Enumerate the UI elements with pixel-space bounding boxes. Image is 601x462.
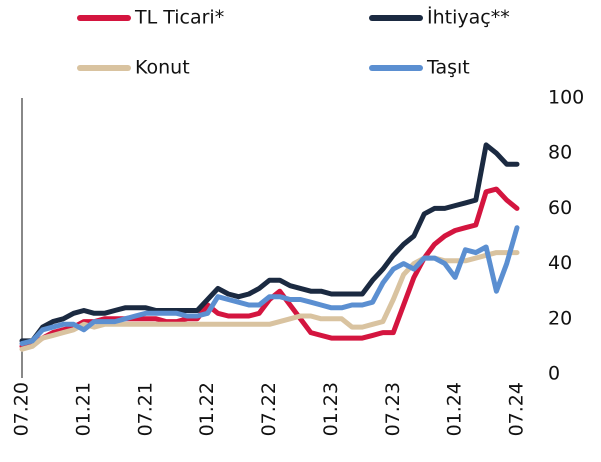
x-tick-label: 07.21 <box>134 382 156 436</box>
x-tick-label: 07.24 <box>506 382 528 436</box>
y-tick-label: 60 <box>548 197 572 219</box>
series-line <box>19 142 520 344</box>
y-tick-label: 0 <box>548 363 560 385</box>
legend-label: TL Ticari* <box>134 7 224 29</box>
y-tick-label: 40 <box>548 252 572 274</box>
x-tick-label: 01.22 <box>196 382 218 436</box>
legend-label: Konut <box>135 57 190 79</box>
y-tick-label: 20 <box>548 307 572 329</box>
x-tick-label: 07.20 <box>11 382 33 436</box>
x-tick-label: 07.22 <box>258 382 280 436</box>
x-tick-label: 01.24 <box>444 382 466 436</box>
x-tick-label: 01.21 <box>72 382 94 436</box>
legend-label: İhtiyaç** <box>427 6 510 29</box>
legend-label: Taşıt <box>426 57 470 79</box>
x-tick-label: 01.23 <box>320 382 342 436</box>
series-line <box>19 225 520 347</box>
y-tick-label: 100 <box>548 87 584 109</box>
y-tick-label: 80 <box>548 142 572 164</box>
x-tick-label: 07.23 <box>382 382 404 436</box>
